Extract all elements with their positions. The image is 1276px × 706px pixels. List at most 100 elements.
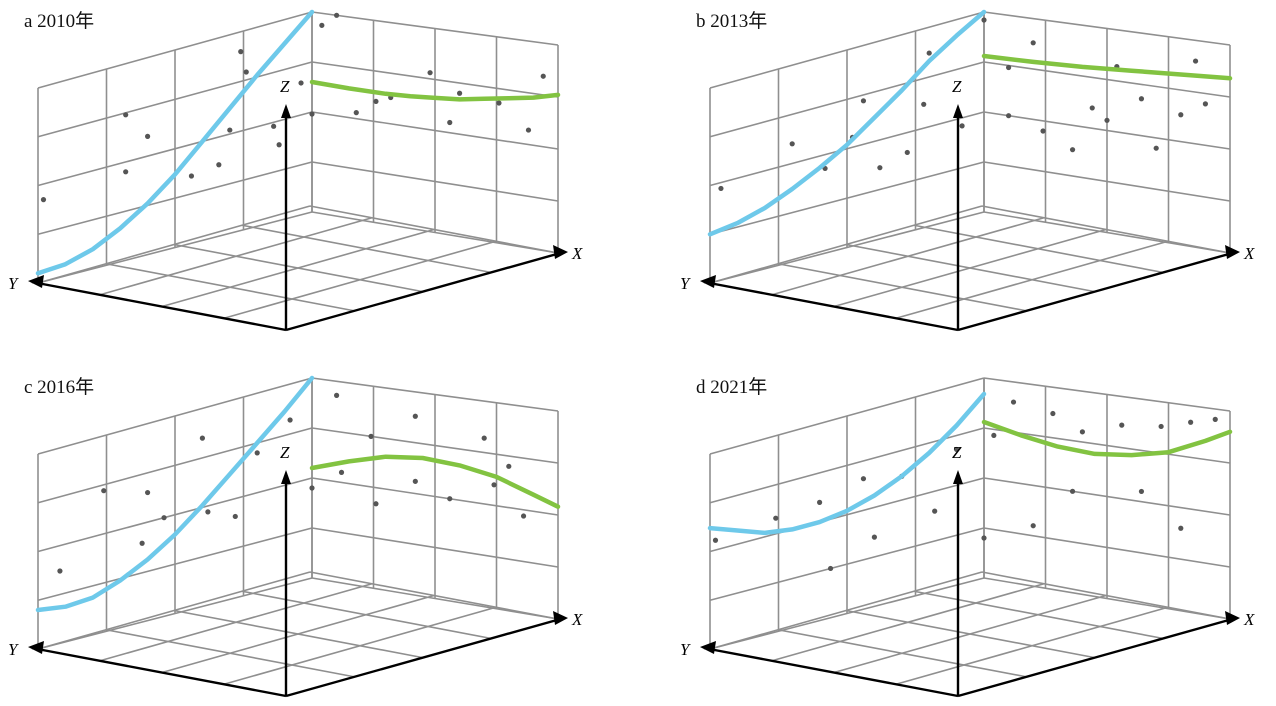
data-point [817, 499, 823, 505]
data-point [1138, 96, 1145, 102]
panel-d: d 2021年 Y X Z [672, 366, 1276, 706]
right-wall-curve [309, 454, 561, 509]
data-point [1202, 101, 1208, 107]
y-axis-line [31, 280, 287, 332]
data-point [238, 49, 244, 55]
floor-grid-line [833, 594, 1107, 674]
data-point [827, 565, 834, 572]
data-point [525, 127, 532, 133]
data-point [334, 392, 340, 398]
x-axis-arrow [1225, 611, 1240, 625]
x-axis-line [285, 250, 565, 332]
left-wall-grid-line [37, 61, 313, 138]
left-wall-grid-line [709, 377, 985, 455]
z-axis-label: Z [952, 443, 962, 462]
left-wall-grid-line [709, 577, 985, 650]
y-axis-label: Y [8, 274, 19, 293]
left-wall-grid-line [37, 427, 313, 504]
right-wall-grid-line [983, 427, 1231, 464]
data-point [227, 127, 233, 133]
panel-d-plot: Y X Z [680, 377, 1255, 698]
right-wall-grid-line [983, 577, 1231, 620]
data-point [287, 417, 293, 423]
data-point [1192, 58, 1199, 64]
data-point [243, 69, 249, 75]
floor-grid-line [913, 224, 1163, 274]
data-point [1010, 399, 1017, 405]
left-wall-grid-line [709, 211, 985, 284]
left-wall-grid-line [709, 61, 985, 138]
right-wall-grid-line [311, 211, 559, 254]
data-point [368, 433, 374, 439]
right-wall-grid-line [983, 477, 1231, 516]
data-point [123, 112, 129, 118]
data-point [205, 509, 211, 515]
y-axis-label: Y [680, 640, 691, 659]
data-point [1030, 523, 1036, 529]
left-wall-curve [707, 9, 987, 237]
y-axis-arrow [28, 275, 44, 288]
data-point [1212, 416, 1218, 422]
left-wall-grid-line [709, 477, 985, 553]
data-point [101, 488, 107, 494]
right-wall-grid-line [311, 11, 559, 46]
data-point [427, 70, 433, 76]
floor-grid-line [709, 205, 983, 284]
floor-grid-line [309, 571, 559, 620]
data-point [712, 537, 719, 543]
x-axis-arrow [1225, 245, 1240, 259]
x-axis-label: X [571, 244, 583, 263]
data-point [1188, 419, 1194, 425]
data-point [1104, 117, 1110, 123]
x-axis-arrow [553, 611, 568, 625]
panel-title: c 2016年 [24, 377, 95, 398]
right-wall-grid-line [311, 161, 559, 202]
data-point [959, 123, 965, 129]
floor-grid-line [99, 216, 373, 296]
right-wall-grid-line [983, 61, 1231, 98]
floor-grid-line [99, 582, 373, 662]
z-axis-arrow [953, 104, 963, 118]
right-wall-grid-line [311, 377, 559, 412]
right-wall-curve [981, 53, 1233, 81]
data-point [309, 111, 315, 117]
data-point [506, 463, 512, 469]
right-wall-grid-line [983, 527, 1231, 568]
data-point [1030, 40, 1036, 46]
x-axis-label: X [1243, 244, 1255, 263]
floor-grid-line [771, 216, 1045, 296]
data-point [412, 478, 418, 484]
data-point [481, 435, 487, 441]
data-point [254, 450, 260, 456]
data-point [1178, 112, 1184, 118]
data-point [877, 165, 883, 171]
y-axis-line [31, 646, 287, 698]
data-point [496, 100, 502, 106]
floor-grid-line [241, 590, 491, 640]
right-wall-grid-line [311, 577, 559, 620]
data-point [1040, 128, 1046, 134]
data-point [161, 515, 167, 521]
x-axis-label: X [1243, 610, 1255, 629]
left-wall-grid-line [37, 477, 313, 553]
right-wall-grid-line [311, 111, 559, 150]
left-wall-grid-line [709, 111, 985, 187]
x-axis-arrow [553, 245, 568, 259]
data-point [1158, 423, 1164, 430]
data-point [1079, 429, 1085, 435]
right-wall-grid-line [983, 11, 1231, 46]
z-axis-label: Z [280, 443, 290, 462]
data-point [271, 123, 277, 129]
x-axis-label: X [571, 610, 583, 629]
panel-c-plot: Y X Z [8, 375, 583, 698]
left-wall-grid-line [37, 577, 313, 650]
data-point [145, 133, 151, 139]
data-point [145, 489, 151, 496]
right-wall-grid-line [983, 377, 1231, 412]
data-point [199, 435, 205, 441]
panel-a-plot: Y X Z [8, 9, 583, 332]
data-point [276, 142, 282, 148]
floor-grid-line [37, 571, 311, 650]
panel-c: c 2016年 Y X Z [0, 366, 620, 706]
